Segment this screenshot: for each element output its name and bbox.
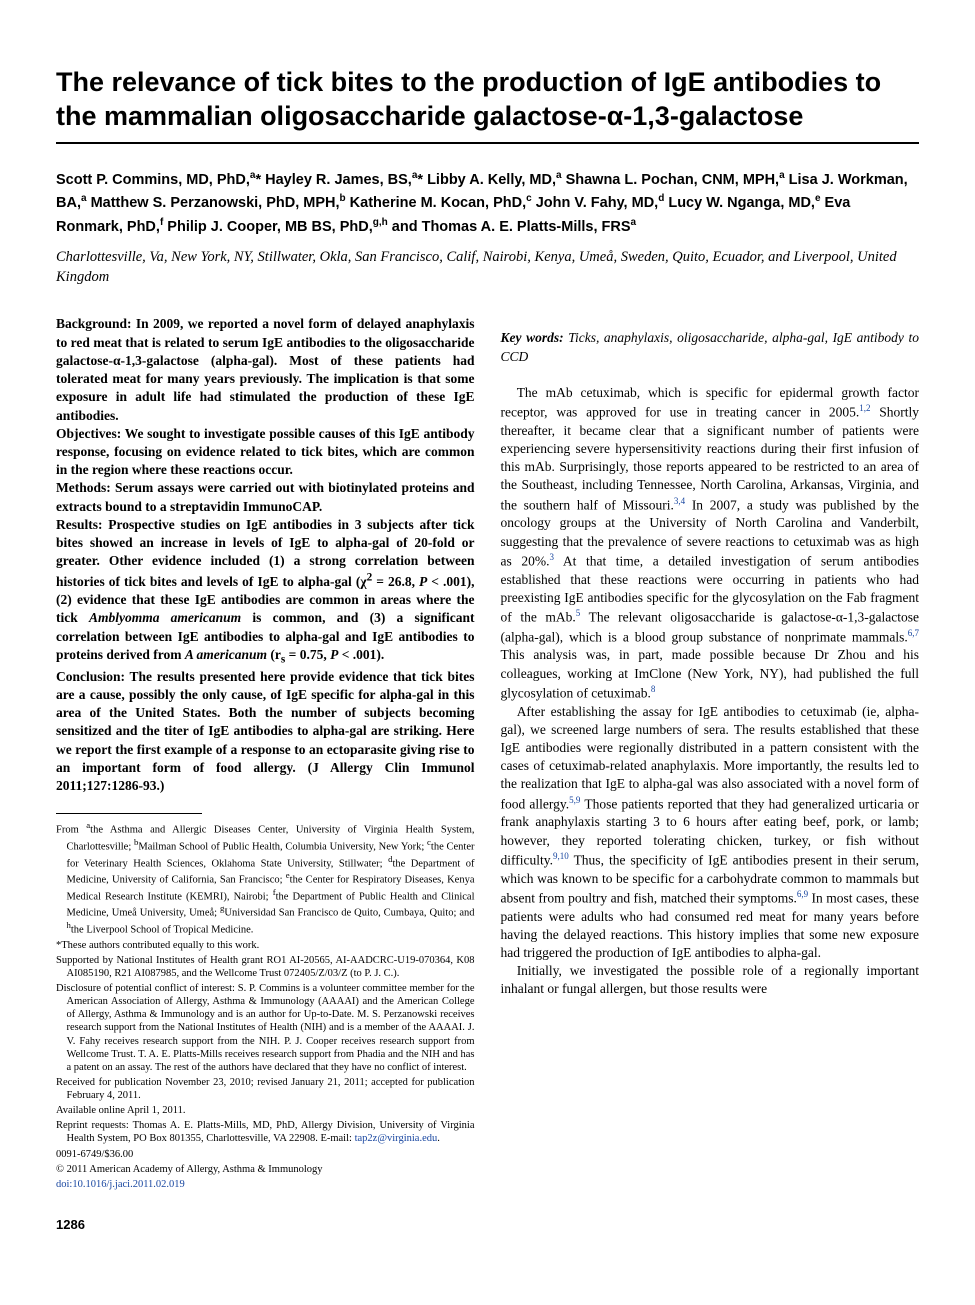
two-column-content: Background: In 2009, we reported a novel… [56, 315, 919, 1192]
body-paragraph: After establishing the assay for IgE ant… [501, 703, 920, 963]
article-title: The relevance of tick bites to the produ… [56, 66, 919, 134]
abstract-conclusion-text: The results presented here provide evide… [56, 669, 475, 793]
body-paragraph: Initially, we investigated the possible … [501, 962, 920, 998]
affiliation-locations: Charlottesville, Va, New York, NY, Still… [56, 248, 919, 287]
abstract-methods-text: Serum assays were carried out with bioti… [56, 480, 475, 513]
footnote-line: *These authors contributed equally to th… [56, 939, 475, 952]
footnote-line: Disclosure of potential conflict of inte… [56, 982, 475, 1074]
footnote-line: Supported by National Institutes of Heal… [56, 954, 475, 980]
footnote-line: From athe Asthma and Allergic Diseases C… [56, 820, 475, 936]
abstract-background-text: In 2009, we reported a novel form of del… [56, 316, 475, 422]
body-text: The mAb cetuximab, which is specific for… [501, 384, 920, 999]
author-list: Scott P. Commins, MD, PhD,a* Hayley R. J… [56, 168, 919, 239]
keywords-text: Ticks, anaphylaxis, oligosaccharide, alp… [501, 330, 920, 363]
abstract-results-label: Results: [56, 517, 108, 532]
keywords-label: Key words: [501, 330, 564, 345]
footnotes-rule [56, 813, 202, 814]
footnote-line: doi:10.1016/j.jaci.2011.02.019 [56, 1178, 475, 1191]
footnote-line: 0091-6749/$36.00 [56, 1148, 475, 1161]
page-number: 1286 [56, 1217, 919, 1232]
abstract-background-label: Background: [56, 316, 136, 331]
abstract-conclusion-label: Conclusion: [56, 669, 130, 684]
footnote-line: Received for publication November 23, 20… [56, 1076, 475, 1102]
keywords-block: Key words: Ticks, anaphylaxis, oligosacc… [501, 329, 920, 365]
footnote-line: Available online April 1, 2011. [56, 1104, 475, 1117]
footnote-line: Reprint requests: Thomas A. E. Platts-Mi… [56, 1119, 475, 1145]
body-paragraph: The mAb cetuximab, which is specific for… [501, 384, 920, 703]
abstract-methods-label: Methods: [56, 480, 115, 495]
footnote-line: © 2011 American Academy of Allergy, Asth… [56, 1163, 475, 1176]
abstract-objectives-label: Objectives: [56, 426, 125, 441]
title-rule [56, 142, 919, 144]
abstract-results-text: Prospective studies on IgE antibodies in… [56, 517, 475, 662]
footnotes-block: From athe Asthma and Allergic Diseases C… [56, 820, 475, 1191]
abstract-block: Background: In 2009, we reported a novel… [56, 315, 475, 795]
